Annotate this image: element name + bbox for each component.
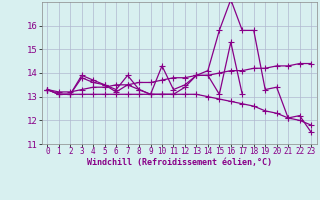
X-axis label: Windchill (Refroidissement éolien,°C): Windchill (Refroidissement éolien,°C) [87, 158, 272, 167]
